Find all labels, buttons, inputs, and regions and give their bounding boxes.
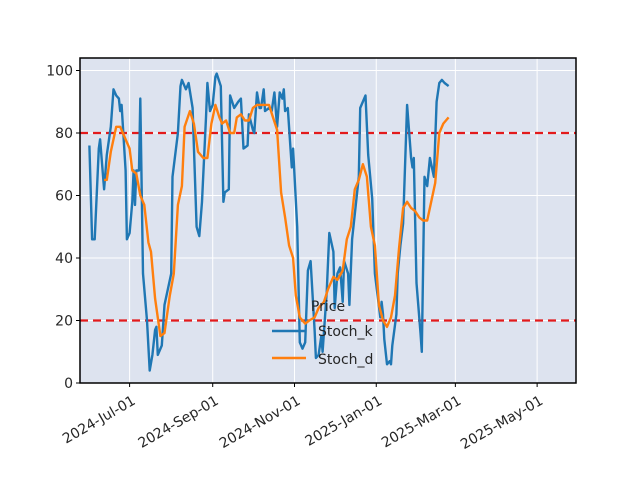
x-tick-label: 2025-May-01 bbox=[458, 393, 546, 453]
legend-label-stoch-k: Stoch_k bbox=[318, 324, 374, 340]
legend: Price Stoch_k Stoch_d bbox=[272, 299, 374, 368]
y-tick-label: 80 bbox=[55, 126, 73, 142]
legend-label-stoch-d: Stoch_d bbox=[318, 352, 373, 368]
x-tick-label: 2025-Mar-01 bbox=[379, 393, 464, 451]
x-tick-label: 2024-Jul-01 bbox=[60, 393, 138, 447]
y-axis: 0 20 40 60 80 100 bbox=[46, 64, 80, 392]
y-tick-label: 0 bbox=[64, 376, 73, 392]
plot-area-frame bbox=[79, 57, 577, 384]
series-lines bbox=[88, 72, 450, 372]
legend-title: Price bbox=[311, 299, 345, 315]
y-tick-label: 60 bbox=[55, 189, 73, 205]
y-tick-label: 40 bbox=[55, 251, 73, 267]
x-tick-label: 2025-Jan-01 bbox=[303, 393, 385, 450]
series-line-stoch-d bbox=[104, 103, 450, 338]
y-tick-label: 20 bbox=[55, 314, 73, 330]
x-tick-label: 2024-Nov-01 bbox=[217, 393, 303, 452]
x-tick-label: 2024-Sep-01 bbox=[136, 393, 222, 452]
y-tick-label: 100 bbox=[46, 64, 73, 80]
